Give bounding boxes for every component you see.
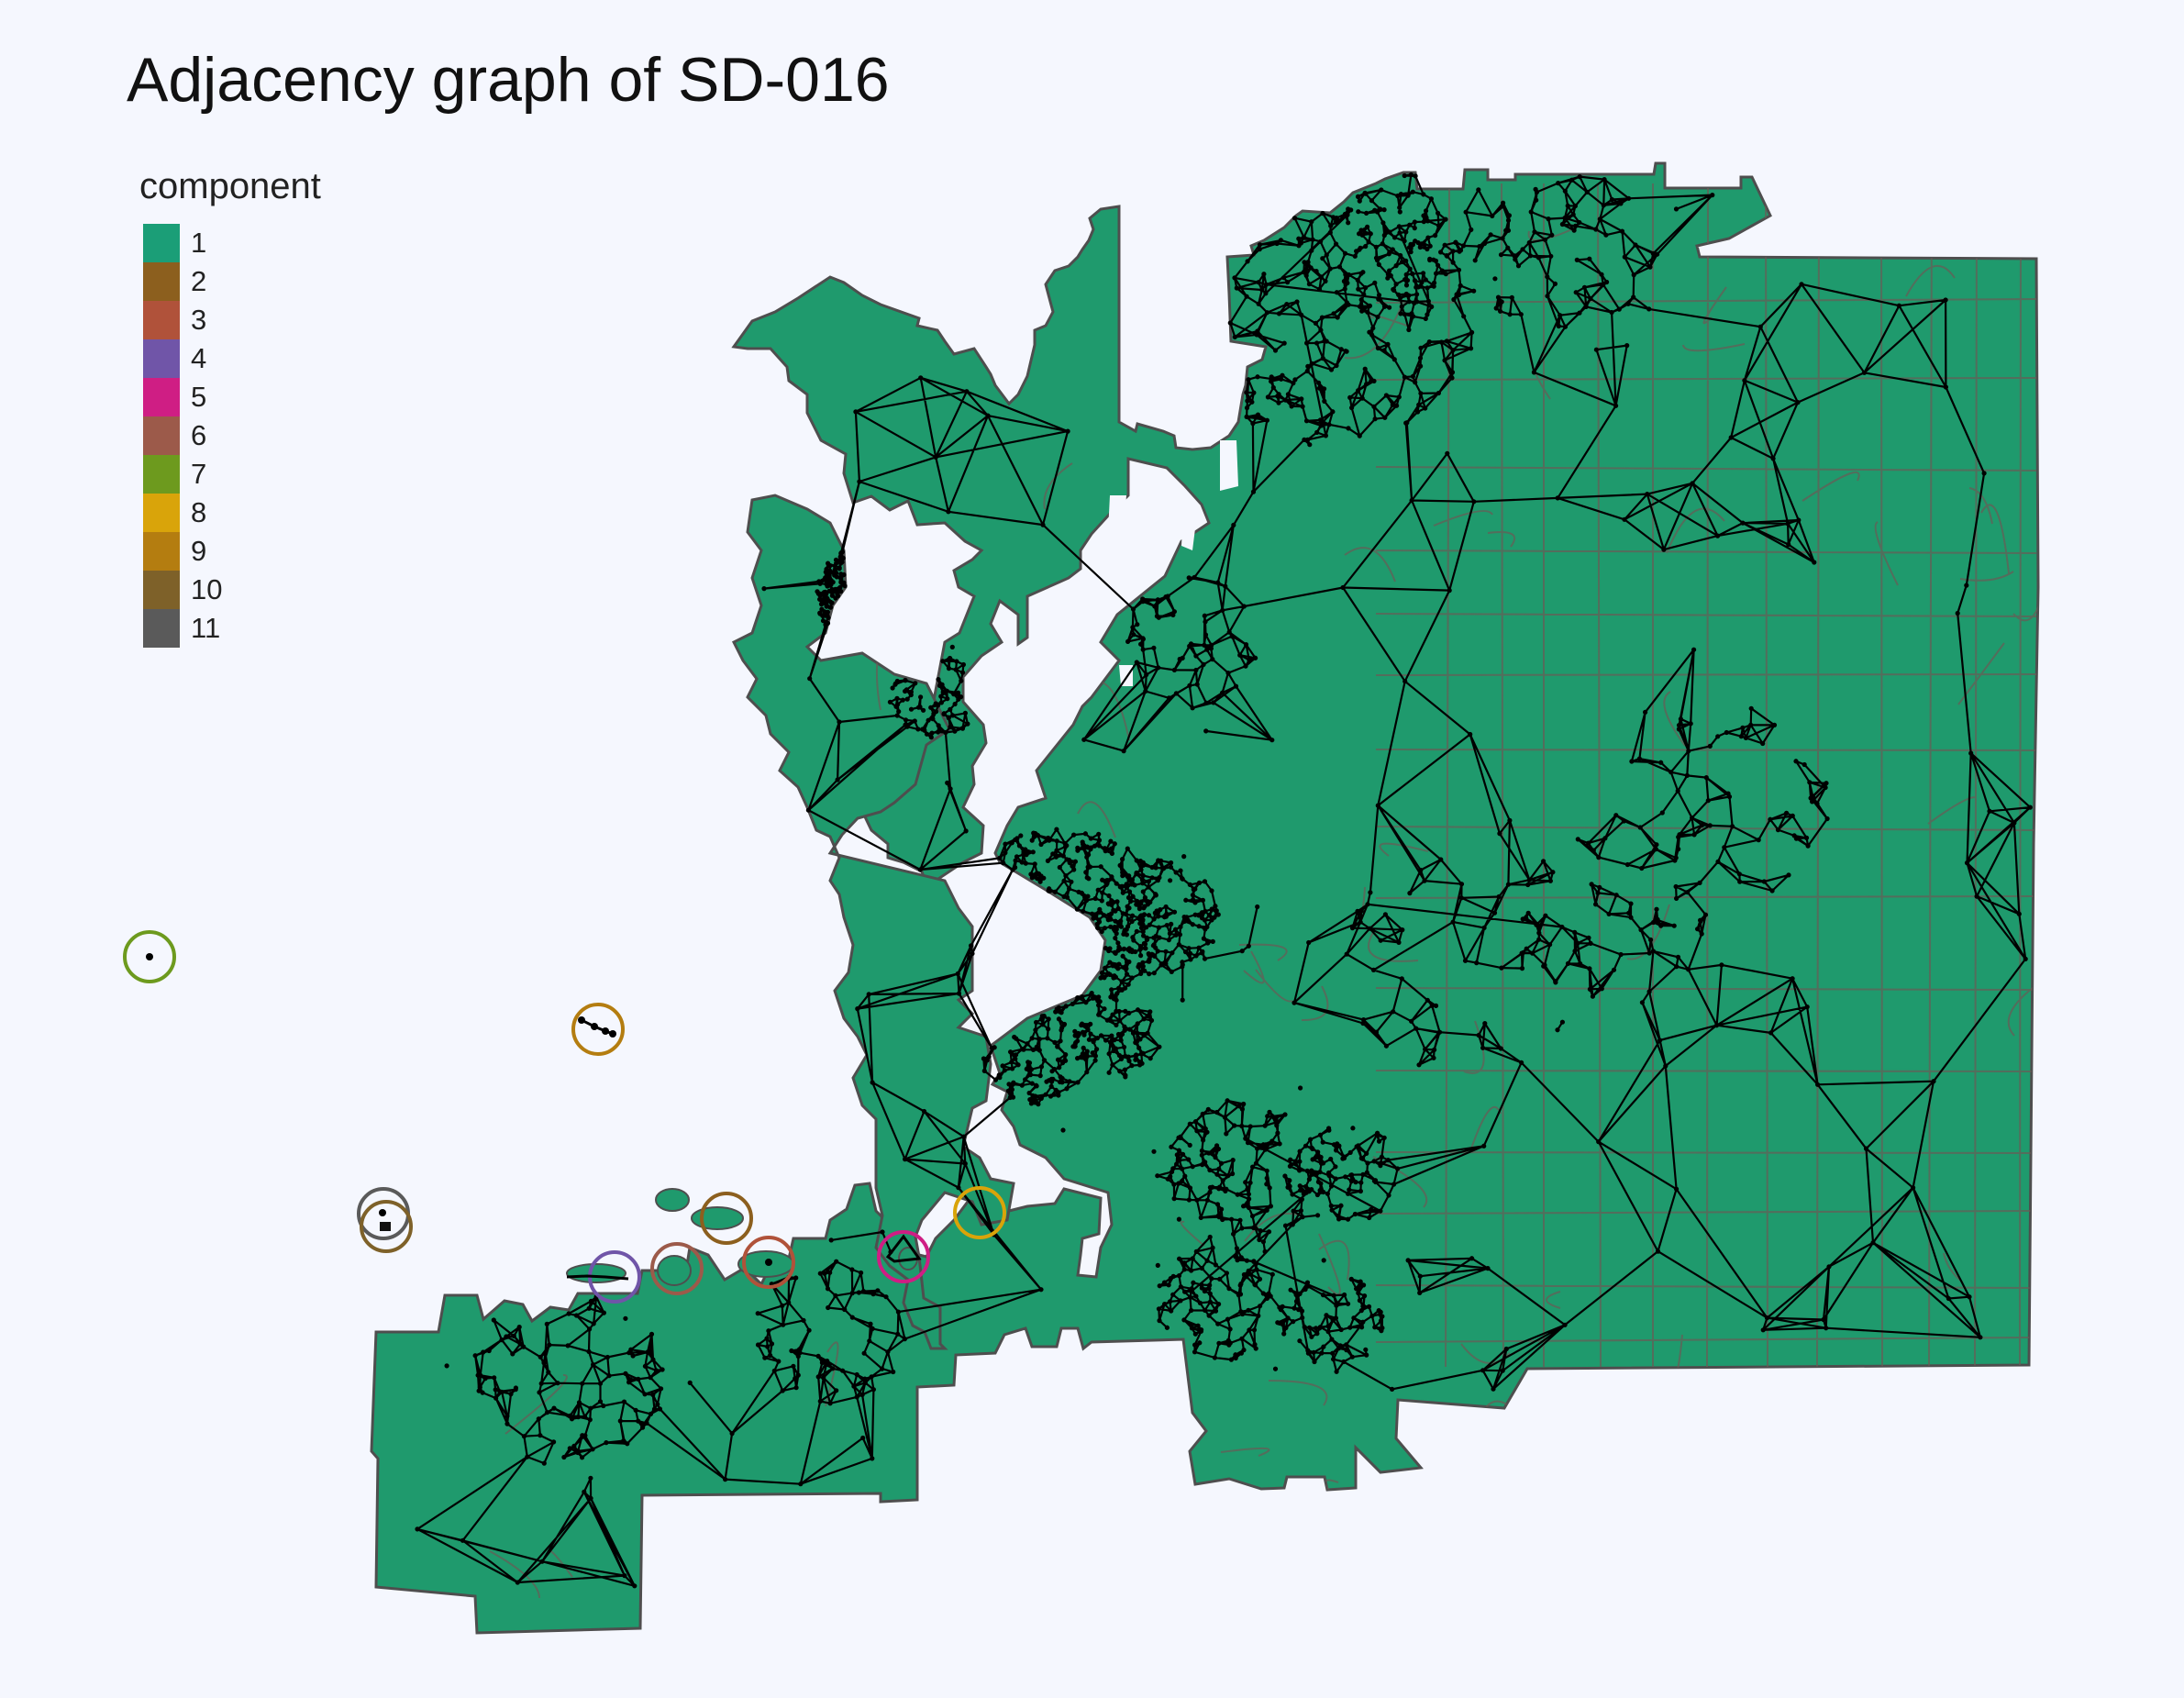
legend-label: 4 (191, 342, 207, 374)
legend-item-1: 1 (138, 224, 321, 262)
component-6-circle (650, 1242, 704, 1295)
component-9-node (578, 1016, 585, 1024)
legend-label: 5 (191, 381, 207, 413)
component-9-node (602, 1027, 609, 1035)
legend-item-6: 6 (138, 416, 321, 455)
component-10-node (380, 1222, 391, 1231)
legend-item-10: 10 (138, 571, 321, 609)
component-11-node (379, 1209, 386, 1216)
legend-item-9: 9 (138, 532, 321, 571)
legend-swatch-2 (143, 262, 180, 301)
legend-label: 2 (191, 265, 207, 297)
component-8-circle (953, 1186, 1006, 1239)
legend-swatch-1 (143, 224, 180, 262)
region-hole (1181, 509, 1197, 550)
legend-swatch-3 (143, 301, 180, 339)
legend-title: component (139, 166, 321, 206)
legend-swatch-6 (143, 416, 180, 455)
legend-label: 7 (191, 458, 207, 490)
island-blob (655, 1188, 690, 1212)
legend-label: 9 (191, 535, 207, 567)
island-blob (566, 1263, 626, 1283)
component-3-node (765, 1259, 772, 1266)
component-9-edges (581, 1018, 614, 1036)
component-7-node (146, 953, 153, 960)
legend-label: 10 (191, 573, 223, 605)
island-blob (657, 1255, 692, 1286)
legend-swatch-4 (143, 339, 180, 378)
component-legend: component 1 2 3 4 5 6 7 8 9 10 11 (138, 167, 321, 648)
legend-item-8: 8 (138, 494, 321, 532)
legend-label: 6 (191, 419, 207, 451)
legend-swatch-10 (143, 571, 180, 609)
component-4-edges (566, 1274, 629, 1281)
legend-label: 1 (191, 227, 207, 259)
legend-label: 3 (191, 304, 207, 336)
island-blob (691, 1206, 744, 1230)
legend-swatch-9 (143, 532, 180, 571)
component-5-circle (877, 1230, 930, 1283)
component-3-circle (742, 1236, 795, 1289)
legend-item-2: 2 (138, 262, 321, 301)
region-hole (1108, 495, 1126, 532)
component-9-circle (571, 1003, 625, 1056)
region-hole (1220, 440, 1238, 491)
component-7-circle (123, 930, 176, 983)
legend-label: 8 (191, 496, 207, 528)
component-circles (123, 930, 1006, 1304)
legend-item-7: 7 (138, 455, 321, 494)
legend-item-5: 5 (138, 378, 321, 416)
legend-swatch-7 (143, 455, 180, 494)
legend-item-11: 11 (138, 609, 321, 648)
map-title: Adjacency graph of SD-016 (127, 45, 890, 115)
legend-label: 11 (191, 612, 221, 644)
legend-item-3: 3 (138, 301, 321, 339)
legend-swatch-11 (143, 609, 180, 648)
region-hole (1119, 665, 1133, 686)
component-9-node (609, 1030, 616, 1038)
legend-items: 1 2 3 4 5 6 7 8 9 10 11 (138, 224, 321, 648)
component-9-node (591, 1023, 598, 1030)
component-5-edges (885, 1234, 922, 1263)
legend-item-4: 4 (138, 339, 321, 378)
legend-swatch-5 (143, 378, 180, 416)
legend-swatch-8 (143, 494, 180, 532)
component-2-circle (700, 1192, 753, 1245)
component-10-circle (360, 1200, 413, 1253)
